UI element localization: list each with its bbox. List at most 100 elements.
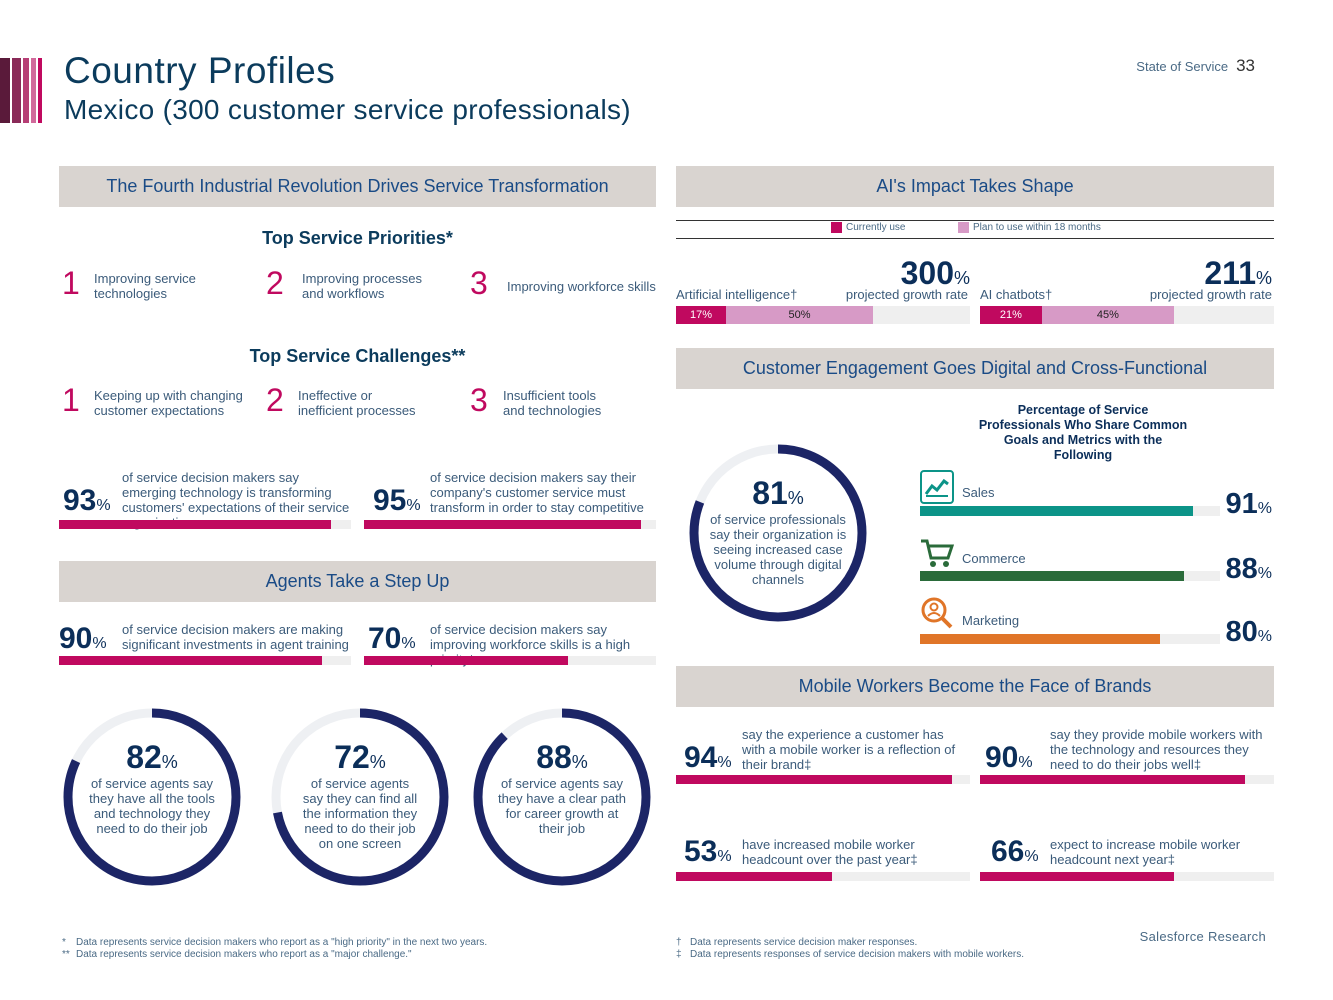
- challenge-label: Ineffective or inefficient processes: [298, 388, 416, 418]
- band-ai: AI's Impact Takes Shape: [676, 166, 1274, 207]
- footnote: ‡ Data represents responses of service de…: [676, 949, 1025, 960]
- stat-bar-fill: [59, 520, 331, 529]
- category-marketing: Marketing 80%: [920, 596, 1274, 652]
- footnote: * Data represents service decision makers…: [62, 937, 488, 948]
- footnote: ** Data represents service decision maker…: [62, 949, 412, 960]
- category-bar: [920, 506, 1220, 516]
- mobile-stat-53: 53% have increased mobile worker headcou…: [676, 835, 970, 887]
- ring-gauge: [63, 708, 241, 886]
- ring-88: 88% of service agents say they have a cl…: [470, 705, 654, 889]
- priority-rank: 2: [266, 265, 284, 301]
- priority-label: Improving processes and workflows: [302, 271, 422, 301]
- challenges-title: Top Service Challenges**: [249, 346, 466, 366]
- stat-value: 90%: [985, 741, 1033, 774]
- ring-gauge: [271, 708, 449, 886]
- category-label: Sales: [962, 485, 995, 500]
- magnifier-icon: [920, 596, 954, 630]
- stat-value: 70%: [368, 622, 416, 655]
- challenge-rank: 2: [266, 382, 284, 418]
- ring-value: 81%: [752, 475, 804, 511]
- ring-value: 72%: [334, 739, 386, 775]
- ring-arc: [473, 708, 651, 886]
- ai-growth-label: projected growth rate: [1149, 287, 1272, 302]
- legend-divider-top: [676, 220, 1274, 221]
- mobile-stat-94: 94% say the experience a customer has wi…: [676, 725, 970, 787]
- category-bar-fill: [920, 571, 1184, 581]
- ai-bar-current: 21%: [980, 306, 1042, 324]
- stat-bar: [364, 520, 656, 529]
- stat-bar-fill: [676, 775, 953, 784]
- stat-bar-fill: [676, 872, 832, 881]
- priority-label: Improving workforce skills: [507, 279, 656, 294]
- challenge-rank: 3: [470, 382, 488, 418]
- stat-text: of service decision makers say their com…: [430, 470, 644, 515]
- footnote: † Data represents service decision maker …: [676, 937, 918, 948]
- priority-rank: 1: [62, 265, 80, 301]
- cart-icon: [920, 536, 954, 570]
- legend-swatch-plan: [958, 222, 969, 233]
- page-subtitle: Mexico (300 customer service professiona…: [64, 94, 631, 125]
- stat-value: 66%: [991, 835, 1039, 868]
- stat-text: say the experience a customer has with a…: [742, 727, 956, 772]
- category-commerce: Commerce 88%: [920, 536, 1274, 586]
- legend-swatch-current: [831, 222, 842, 233]
- engagement-chart-title: Percentage of Service Professionals Who …: [978, 403, 1188, 462]
- stat-90-training: 90% of service decision makers are makin…: [59, 620, 351, 670]
- stat-bar: [364, 656, 656, 665]
- challenge-rank: 1: [62, 382, 80, 418]
- category-value: 88%: [1225, 553, 1273, 585]
- stat-bar: [59, 656, 351, 665]
- stat-text: say they provide mobile workers with the…: [1050, 727, 1263, 772]
- challenge-label: Keeping up with changing customer expect…: [94, 388, 243, 418]
- ring-arc: [63, 708, 241, 886]
- brand-footer: Salesforce Research: [1139, 929, 1266, 944]
- category-label: Commerce: [962, 551, 1026, 566]
- ai-item-artificial-intelligence: 300% Artificial intelligence† projected …: [676, 255, 970, 327]
- ring-text: of service agents say they have all the …: [89, 776, 215, 836]
- band-engagement: Customer Engagement Goes Digital and Cro…: [676, 348, 1274, 389]
- footnotes-left: * Data represents service decision makers…: [62, 937, 622, 961]
- priority-label: Improving service technologies: [94, 271, 196, 301]
- band-agents: Agents Take a Step Up: [59, 561, 656, 602]
- ai-growth-value: 300%: [900, 255, 970, 291]
- ai-item-label: AI chatbots†: [980, 287, 1053, 302]
- priority-rank: 3: [470, 265, 488, 301]
- stat-bar: [980, 872, 1274, 881]
- page-number: 33: [1236, 56, 1255, 75]
- chart-icon: [920, 470, 954, 504]
- challenge-label: Insufficient tools and technologies: [503, 388, 602, 418]
- ring-72: 72% of service agents say they can find …: [268, 705, 452, 889]
- stat-bar-fill: [364, 656, 569, 665]
- ring-arc: [689, 444, 867, 622]
- band-fourth-revolution: The Fourth Industrial Revolution Drives …: [59, 166, 656, 207]
- ring-text: of service professionals say their organ…: [709, 512, 847, 587]
- legend-current: Currently use: [831, 222, 905, 233]
- stat-bar: [980, 775, 1274, 784]
- category-bar: [920, 634, 1220, 644]
- mobile-stat-66: 66% expect to increase mobile worker hea…: [980, 835, 1274, 887]
- stat-text: of service decision makers are making si…: [122, 622, 349, 652]
- report-name: State of Service: [1136, 59, 1229, 74]
- ai-bar: 17% 50%: [676, 306, 970, 324]
- stat-93: 93% of service decision makers say emerg…: [59, 468, 351, 530]
- ring-arc: [271, 708, 449, 886]
- stat-value: 53%: [684, 835, 732, 868]
- ring-81: 81% of service professionals say their o…: [686, 441, 870, 625]
- ai-item-label: Artificial intelligence†: [676, 287, 798, 302]
- ring-value: 82%: [126, 739, 178, 775]
- stat-value: 90%: [59, 622, 107, 655]
- stat-bar: [676, 775, 970, 784]
- priorities-title: Top Service Priorities*: [262, 228, 453, 248]
- legend-plan: Plan to use within 18 months: [958, 222, 1101, 233]
- ring-82: 82% of service agents say they have all …: [60, 705, 244, 889]
- ai-bar: 21% 45%: [980, 306, 1274, 324]
- category-value: 80%: [1225, 616, 1273, 648]
- page-header-meta: State of Service 33: [1136, 56, 1255, 76]
- stat-bar: [59, 520, 351, 529]
- stat-70-skills: 70% of service decision makers say impro…: [364, 620, 656, 670]
- stat-bar-fill: [364, 520, 642, 529]
- stat-bar-fill: [980, 775, 1245, 784]
- stat-bar: [676, 872, 970, 881]
- ai-growth-label: projected growth rate: [845, 287, 968, 302]
- stat-value: 93%: [63, 484, 111, 517]
